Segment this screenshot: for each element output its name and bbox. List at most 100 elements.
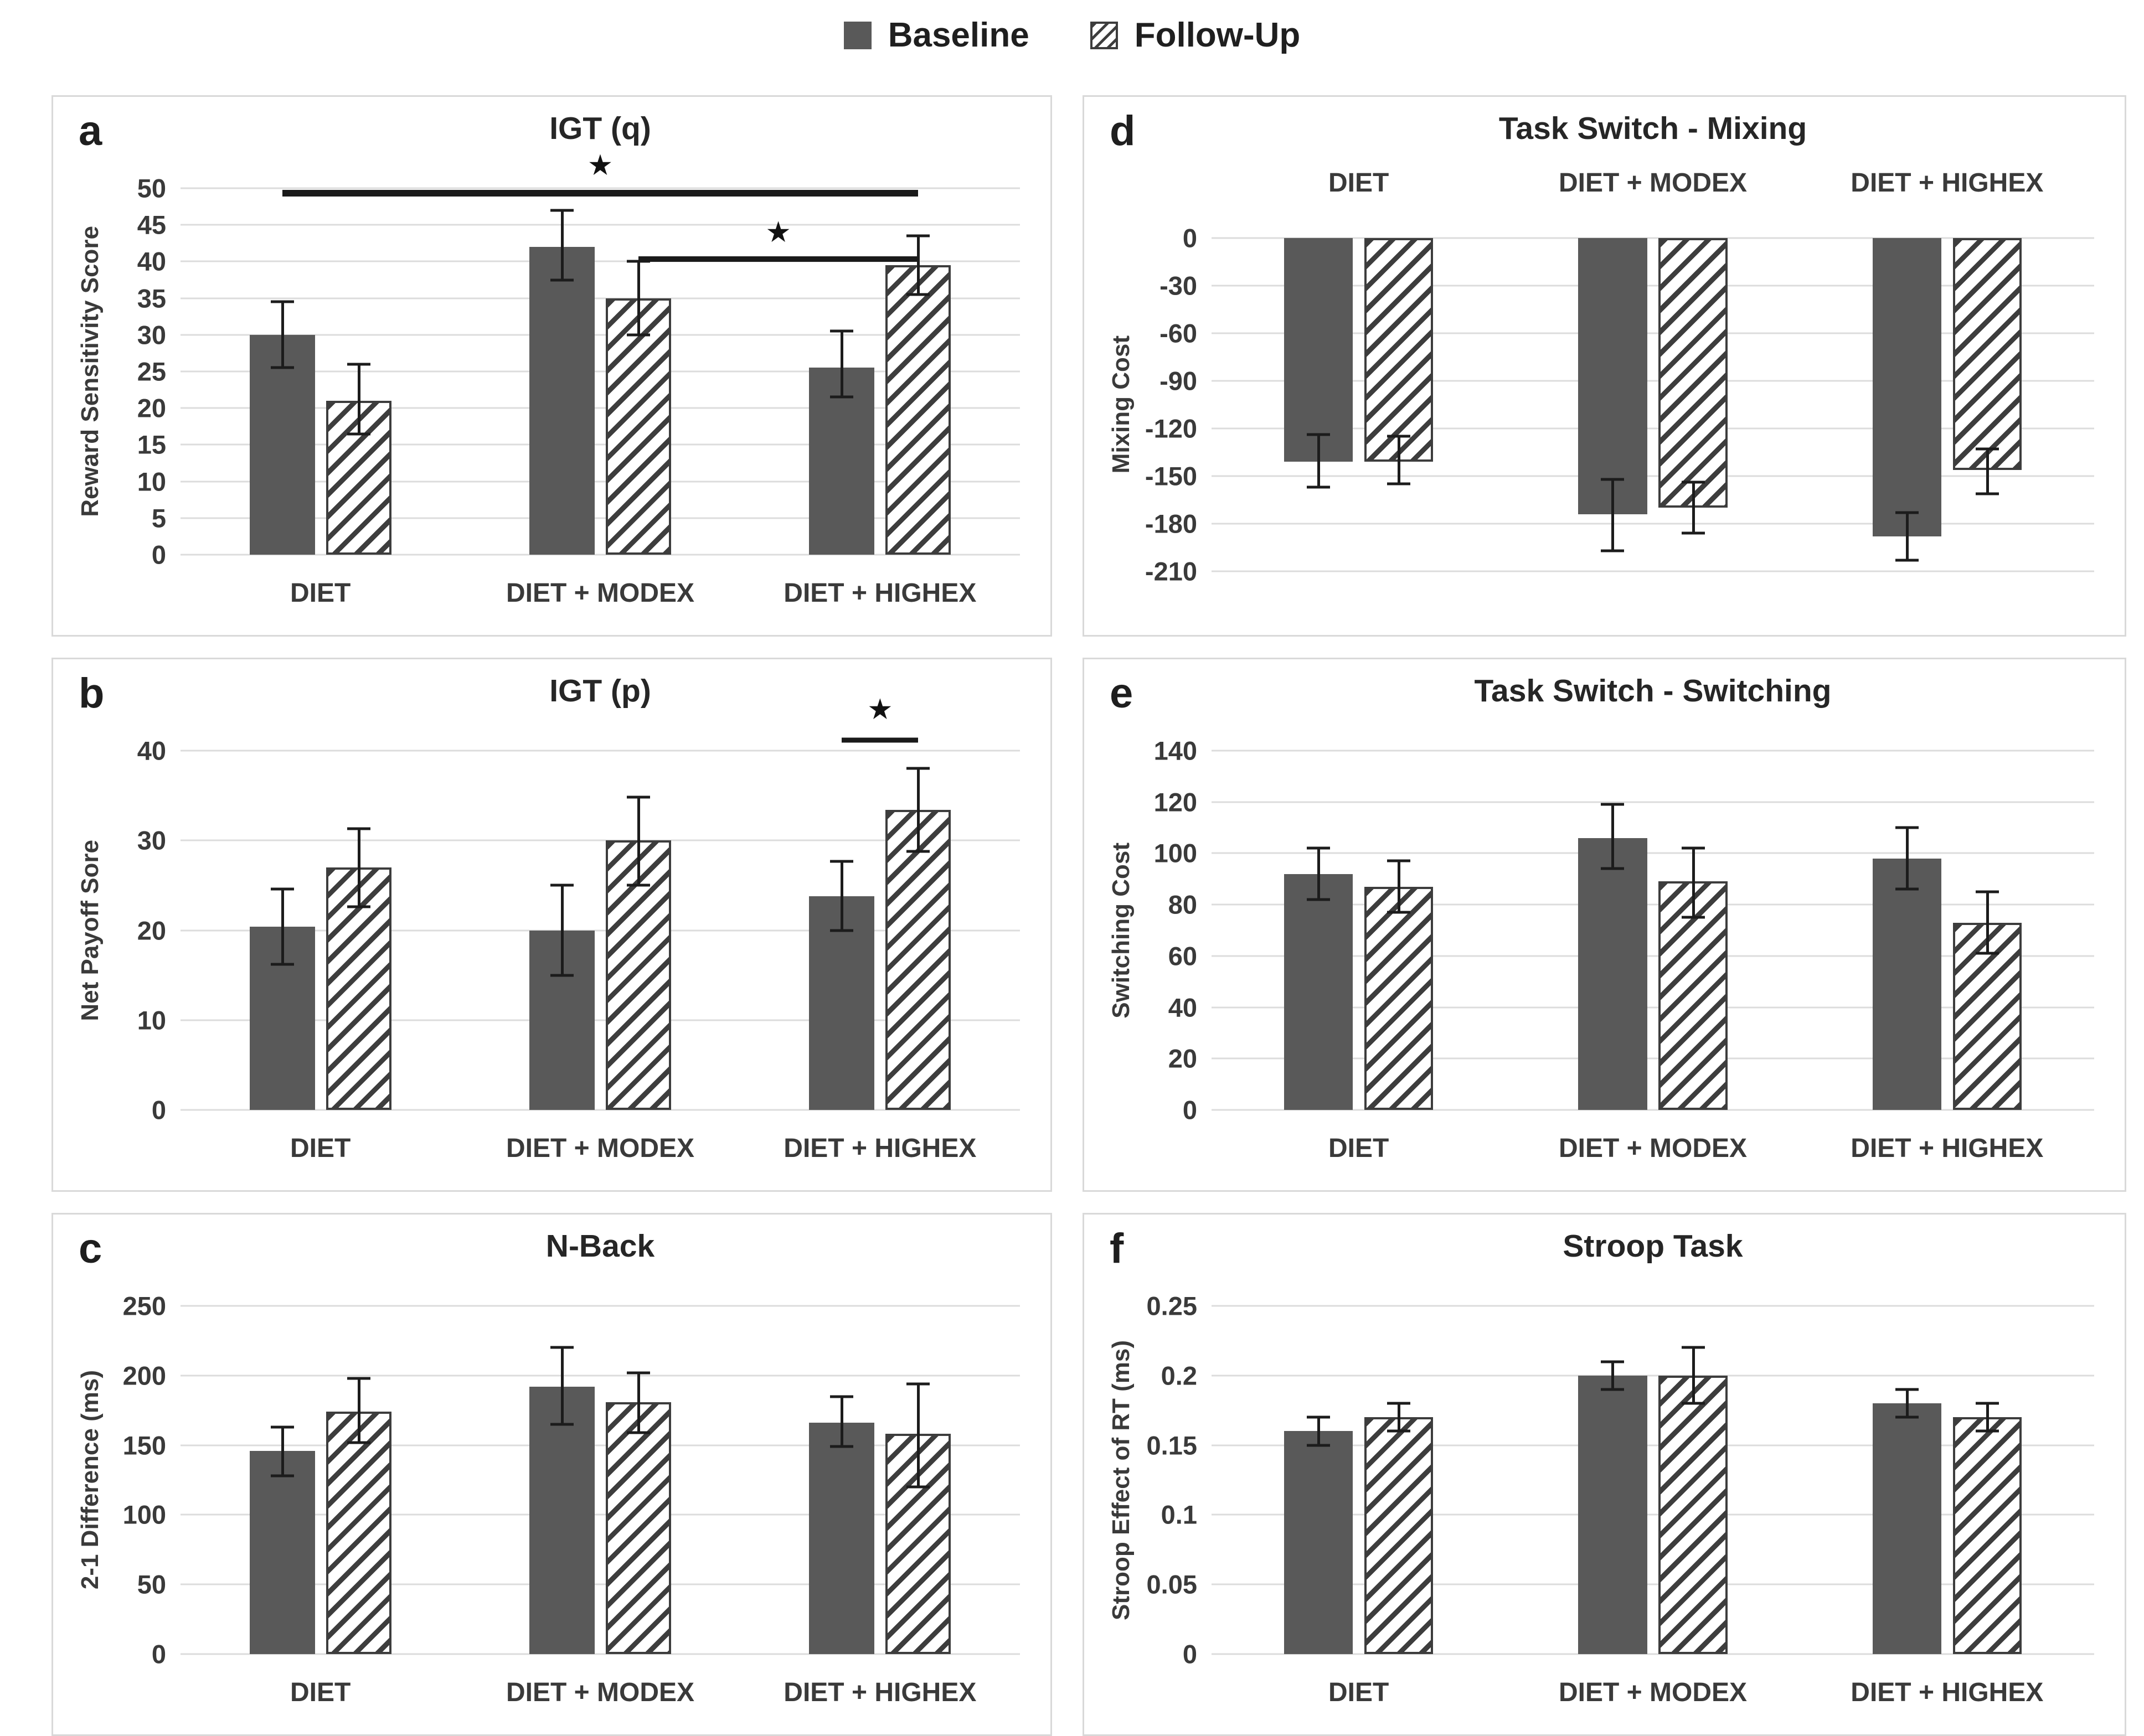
bar-baseline [249, 1450, 315, 1654]
panel-b-igt-p: b IGT (p) Net Payoff Sore 0 10 20 30 40 DIET D… [51, 658, 1052, 1192]
y-tick-label: 15 [137, 430, 166, 459]
error-bar-cap [1307, 1444, 1331, 1447]
error-bar [1317, 435, 1321, 488]
plot-area: 0 0.05 0.1 0.15 0.2 0.25 DIET DIET + MODEX DIET … [1147, 1291, 2094, 1707]
panel-letter: c [79, 1225, 102, 1272]
bar-followup [1952, 238, 2022, 470]
bar-baseline [249, 334, 315, 555]
significance-line [842, 737, 919, 743]
error-bar-cap [1895, 1388, 1919, 1391]
y-tick-label: 120 [1153, 787, 1197, 817]
error-bar [1905, 1389, 1909, 1418]
gridline [1212, 570, 2094, 572]
error-bar [1611, 1361, 1615, 1389]
error-bar-cap [1681, 1346, 1705, 1349]
error-bar [1317, 848, 1321, 900]
gridline [1212, 475, 2094, 477]
gridline [1212, 285, 2094, 287]
error-bar-cap [1601, 478, 1625, 481]
error-bar-cap [626, 333, 650, 337]
y-tick-label: 0 [151, 1639, 166, 1669]
followup-swatch-icon [1090, 21, 1118, 49]
y-tick-label: 35 [137, 283, 166, 313]
category-label: DIET + HIGHEX [1851, 1678, 2044, 1707]
significance-star-icon: ★ [767, 218, 790, 247]
panel-letter: b [79, 670, 105, 717]
y-tick-label: 50 [137, 173, 166, 203]
error-bar-cap [1681, 846, 1705, 850]
error-bar-cap [626, 1371, 650, 1375]
error-bar-cap [1387, 859, 1411, 862]
y-tick-label: 0.1 [1161, 1500, 1197, 1530]
bar-baseline [1578, 1375, 1647, 1654]
significance-star-icon: ★ [589, 150, 612, 179]
y-tick-label: 40 [137, 246, 166, 276]
error-bar-cap [906, 1382, 930, 1386]
error-bar [841, 861, 844, 931]
error-bar-cap [1601, 1388, 1625, 1391]
y-tick-label: 20 [1168, 1043, 1197, 1073]
plot-area: 0 -30 -60 -90 -120 -150 -180 -210 DIET DIET + MOD… [1145, 168, 2094, 586]
error-bar [637, 797, 640, 886]
error-bar-cap [830, 929, 854, 932]
error-bar-cap [1307, 898, 1331, 901]
y-tick-label: 0 [1182, 223, 1197, 253]
y-axis-label: Net Payoff Sore [76, 839, 104, 1021]
y-axis-label: Switching Cost [1107, 842, 1135, 1019]
bar-baseline [809, 896, 875, 1110]
error-bar-cap [347, 432, 370, 436]
gridline [181, 334, 1020, 336]
category-label: DIET + MODEX [506, 1678, 695, 1707]
gridline [1212, 332, 2094, 334]
bar-baseline [809, 368, 875, 555]
panel-letter: e [1110, 670, 1133, 717]
category-label: DIET + HIGHEX [784, 578, 977, 608]
gridline [181, 839, 1020, 841]
error-bar-cap [1895, 1415, 1919, 1419]
error-bar [637, 1372, 640, 1433]
category-label: DIET [1328, 1678, 1389, 1707]
error-bar-cap [347, 905, 370, 908]
bar-followup [326, 1412, 391, 1654]
bar-baseline [1284, 1431, 1353, 1654]
y-axis-label: Reward Sensitivity Score [76, 226, 104, 517]
gridline [181, 480, 1020, 483]
error-bar [637, 261, 640, 335]
gridline [181, 750, 1020, 752]
error-bar [357, 1378, 360, 1443]
y-tick-label: 100 [122, 1500, 166, 1530]
error-bar-cap [1975, 890, 1999, 893]
gridline [1212, 1513, 2094, 1516]
error-bar [1986, 449, 1989, 494]
y-tick-label: 0 [1182, 1095, 1197, 1125]
error-bar [1398, 436, 1401, 484]
panel-d-task-switch-mixing: d Task Switch - Mixing Mixing Cost 0 -30 -… [1083, 95, 2126, 637]
bar-followup [326, 400, 391, 555]
gridline [181, 443, 1020, 446]
gridline [1212, 380, 2094, 382]
error-bar [561, 1347, 564, 1424]
y-tick-label: -180 [1145, 509, 1197, 539]
bar-followup [1952, 1417, 2022, 1654]
gridline [1212, 1109, 2094, 1111]
gridline [1212, 523, 2094, 525]
panel-letter: d [1110, 107, 1136, 154]
gridline [1212, 1583, 2094, 1585]
panel-title: Stroop Task [1563, 1228, 1743, 1264]
gridline [181, 517, 1020, 519]
error-bar-cap [1601, 1360, 1625, 1363]
bar-followup [605, 1402, 672, 1654]
gridline [1212, 955, 2094, 957]
y-tick-label: 25 [137, 356, 166, 386]
panel-letter: a [79, 107, 102, 154]
bar-baseline [1872, 858, 1941, 1110]
error-bar-cap [270, 366, 294, 369]
error-bar-cap [1975, 1429, 1999, 1433]
bar-followup [1658, 238, 1728, 508]
gridline [1212, 1006, 2094, 1009]
y-tick-label: 150 [122, 1430, 166, 1460]
error-bar-cap [1681, 480, 1705, 484]
error-bar-cap [1307, 846, 1331, 850]
panel-f-stroop-task: f Stroop Task Stroop Effect of RT (ms) 0… [1083, 1213, 2126, 1736]
error-bar [917, 1383, 920, 1487]
